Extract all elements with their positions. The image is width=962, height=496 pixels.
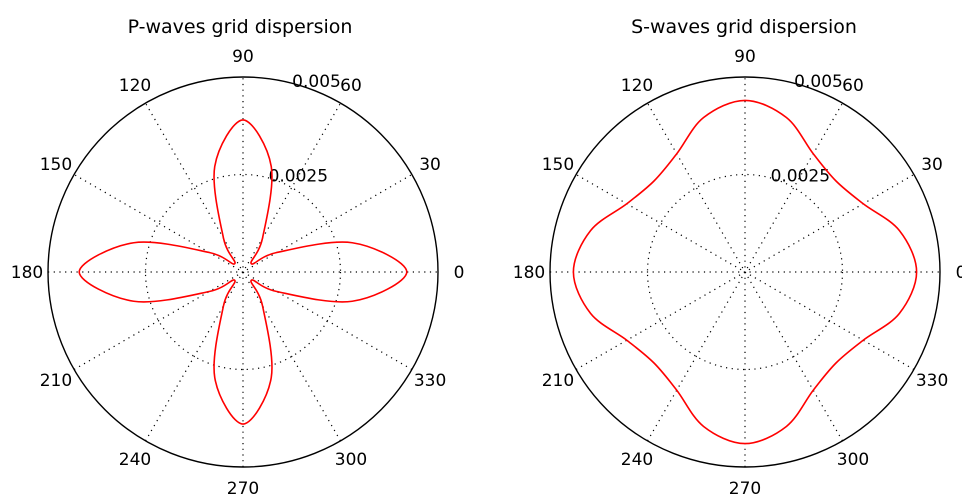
dispersion-series-line: [572, 99, 918, 445]
r-tick-label: 0.005: [794, 72, 843, 92]
theta-tick-label: 0: [956, 263, 962, 283]
theta-tick-label: 330: [414, 371, 446, 391]
dispersion-series-line: [78, 119, 408, 425]
r-tick-label: 0.005: [292, 72, 341, 92]
r-tick-label: 0.0025: [269, 166, 328, 186]
radial-grid-circle: [144, 173, 342, 371]
theta-tick-label: 300: [837, 450, 869, 470]
s-waves-polar-plot: S-waves grid dispersion 0 30 60 90 120 150 180…: [513, 16, 962, 496]
theta-tick-label: 240: [119, 450, 151, 470]
theta-tick-label: 300: [335, 450, 367, 470]
theta-tick-label: 150: [40, 155, 72, 175]
theta-tick-label: 60: [842, 76, 864, 96]
theta-tick-label: 0: [454, 263, 465, 283]
theta-tick-label: 30: [419, 155, 441, 175]
p-waves-polar-plot: P-waves grid dispersion 0 30 60 90 120 150 180…: [11, 16, 465, 496]
theta-tick-label: 330: [916, 371, 948, 391]
chart-title: P-waves grid dispersion: [128, 16, 353, 38]
theta-tick-label: 180: [513, 263, 545, 283]
theta-tick-label: 150: [542, 155, 574, 175]
angular-grid-line: [575, 173, 915, 371]
theta-tick-label: 120: [119, 76, 151, 96]
chart-title: S-waves grid dispersion: [631, 16, 857, 38]
theta-tick-label: 30: [921, 155, 943, 175]
theta-tick-label: 270: [227, 479, 259, 496]
theta-tick-label: 90: [734, 47, 756, 67]
theta-tick-label: 210: [40, 371, 72, 391]
theta-tick-label: 210: [542, 371, 574, 391]
radial-grid-circle: [646, 173, 844, 371]
theta-tick-label: 60: [340, 76, 362, 96]
angular-grid-line: [73, 173, 413, 371]
theta-tick-label: 240: [621, 450, 653, 470]
r-tick-label: 0.0025: [771, 166, 830, 186]
theta-tick-label: 120: [621, 76, 653, 96]
theta-tick-label: 180: [11, 263, 43, 283]
theta-tick-label: 90: [232, 47, 254, 67]
theta-tick-label: 270: [729, 479, 761, 496]
